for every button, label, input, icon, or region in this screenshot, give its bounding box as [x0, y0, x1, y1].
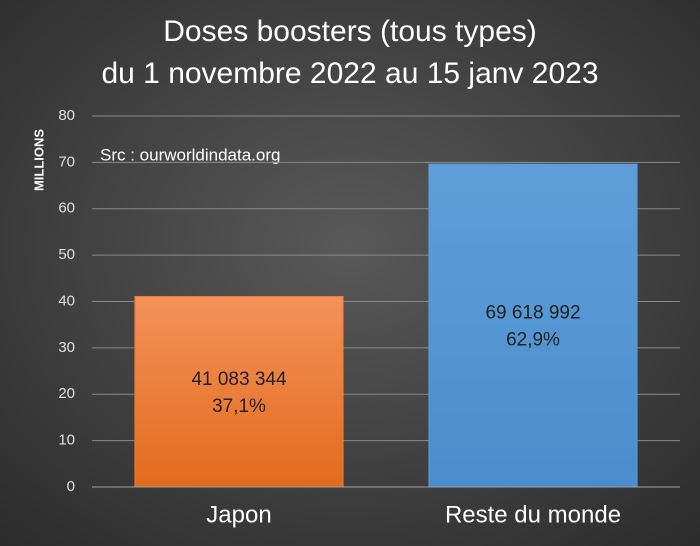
bar	[134, 295, 344, 488]
percentage-label: 37,1%	[212, 396, 266, 417]
x-tick-label: Reste du monde	[445, 501, 621, 528]
chart-title: Doses boosters (tous types)	[163, 15, 537, 48]
y-tick-label: 20	[58, 385, 75, 402]
y-tick-label: 30	[58, 339, 75, 356]
y-tick-label: 40	[58, 292, 75, 309]
x-tick-label: Japon	[206, 501, 271, 528]
y-tick-label: 0	[67, 478, 75, 495]
y-tick-label: 50	[58, 246, 75, 263]
value-label: 69 618 992	[485, 303, 580, 324]
y-tick-label: 10	[58, 432, 75, 449]
y-axis-label: MILLIONS	[31, 129, 46, 191]
bar	[428, 163, 638, 488]
value-label: 41 083 344	[191, 369, 287, 390]
annotation: Src : ourworldindata.org	[100, 145, 280, 164]
y-tick-label: 60	[58, 200, 75, 217]
y-tick-label: 70	[58, 153, 75, 170]
y-tick-label: 80	[58, 107, 75, 124]
percentage-label: 62,9%	[506, 330, 560, 351]
chart-title: du 1 novembre 2022 au 15 janv 2023	[101, 57, 598, 90]
